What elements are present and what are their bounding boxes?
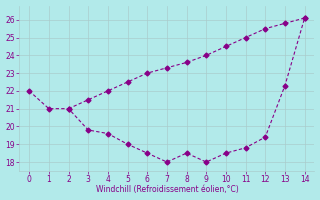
X-axis label: Windchill (Refroidissement éolien,°C): Windchill (Refroidissement éolien,°C): [96, 185, 238, 194]
